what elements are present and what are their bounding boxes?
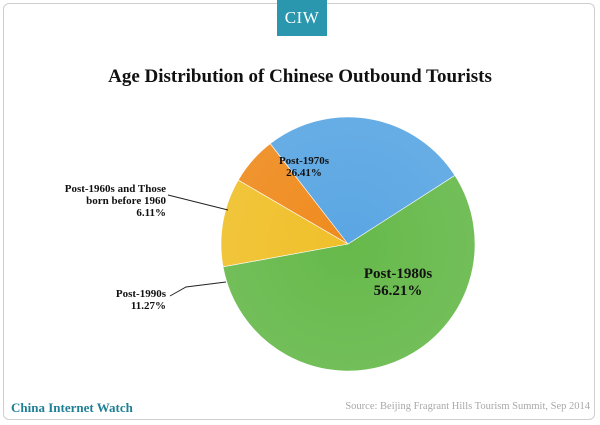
logo-text: CIW <box>284 8 320 27</box>
ciw-logo: CIW <box>277 0 327 36</box>
slice-label-0: Post-1980s 56.21% <box>364 266 432 299</box>
pie-slice-0 <box>222 174 476 372</box>
leader-line-1 <box>169 281 227 297</box>
slice-label-3: Post-1970s 26.41% <box>279 155 330 179</box>
pie-slice-1 <box>220 179 349 268</box>
leader-line-2 <box>167 194 229 211</box>
site-name: China Internet Watch <box>11 400 133 415</box>
slice-label-2: Post-1960s and Those born before 1960 6.11… <box>65 183 167 219</box>
source-note: Source: Beijing Fragrant Hills Tourism S… <box>345 401 590 412</box>
slice-label-1: Post-1990s 11.27% <box>116 288 167 312</box>
chart-title: Age Distribution of Chinese Outbound Tou… <box>108 66 492 87</box>
pie-slice-3 <box>269 116 456 245</box>
